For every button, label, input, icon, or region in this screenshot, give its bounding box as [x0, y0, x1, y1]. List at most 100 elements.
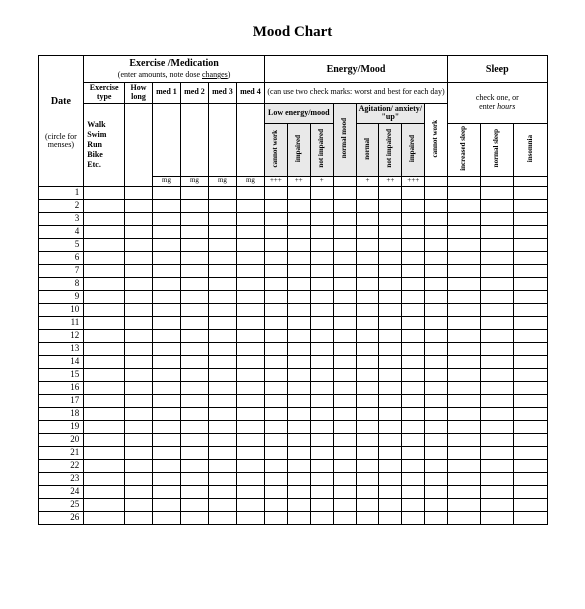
cell[interactable] — [180, 355, 208, 368]
cell[interactable] — [125, 355, 153, 368]
cell[interactable] — [402, 238, 425, 251]
cell[interactable] — [379, 407, 402, 420]
cell[interactable] — [402, 511, 425, 524]
cell[interactable] — [236, 225, 264, 238]
cell[interactable] — [125, 199, 153, 212]
cell[interactable] — [379, 511, 402, 524]
cell[interactable] — [310, 433, 333, 446]
cell[interactable] — [425, 368, 448, 381]
cell[interactable] — [264, 355, 287, 368]
cell[interactable] — [379, 381, 402, 394]
cell[interactable] — [310, 199, 333, 212]
cell[interactable] — [152, 472, 180, 485]
cell[interactable] — [264, 225, 287, 238]
cell[interactable] — [287, 433, 310, 446]
cell[interactable] — [514, 342, 547, 355]
cell[interactable] — [333, 225, 356, 238]
cell[interactable] — [152, 381, 180, 394]
cell[interactable] — [356, 251, 379, 264]
cell[interactable] — [264, 186, 287, 199]
cell[interactable] — [425, 433, 448, 446]
cell[interactable] — [310, 251, 333, 264]
cell[interactable] — [310, 303, 333, 316]
cell[interactable] — [310, 238, 333, 251]
cell[interactable] — [84, 277, 125, 290]
cell[interactable] — [425, 186, 448, 199]
cell[interactable] — [481, 238, 514, 251]
cell[interactable] — [287, 420, 310, 433]
cell[interactable] — [180, 225, 208, 238]
cell[interactable] — [84, 186, 125, 199]
cell[interactable] — [379, 433, 402, 446]
cell[interactable] — [264, 238, 287, 251]
cell[interactable] — [333, 472, 356, 485]
cell[interactable] — [287, 290, 310, 303]
cell[interactable] — [481, 407, 514, 420]
cell[interactable] — [287, 511, 310, 524]
cell[interactable] — [425, 446, 448, 459]
cell[interactable] — [481, 420, 514, 433]
cell[interactable] — [236, 407, 264, 420]
cell[interactable] — [425, 485, 448, 498]
cell[interactable] — [425, 342, 448, 355]
cell[interactable] — [356, 290, 379, 303]
cell[interactable] — [356, 316, 379, 329]
cell[interactable] — [152, 251, 180, 264]
cell[interactable] — [180, 407, 208, 420]
cell[interactable] — [402, 459, 425, 472]
cell[interactable] — [333, 407, 356, 420]
cell[interactable] — [514, 199, 547, 212]
cell[interactable] — [264, 446, 287, 459]
cell[interactable] — [333, 212, 356, 225]
cell[interactable] — [208, 212, 236, 225]
cell[interactable] — [152, 316, 180, 329]
cell[interactable] — [448, 290, 481, 303]
cell[interactable] — [208, 407, 236, 420]
cell[interactable] — [180, 212, 208, 225]
cell[interactable] — [356, 420, 379, 433]
cell[interactable] — [236, 381, 264, 394]
cell[interactable] — [208, 329, 236, 342]
cell[interactable] — [180, 303, 208, 316]
cell[interactable] — [152, 199, 180, 212]
cell[interactable] — [84, 381, 125, 394]
cell[interactable] — [514, 511, 547, 524]
cell[interactable] — [481, 381, 514, 394]
cell[interactable] — [379, 199, 402, 212]
cell[interactable] — [448, 472, 481, 485]
cell[interactable] — [481, 264, 514, 277]
cell[interactable] — [333, 264, 356, 277]
cell[interactable] — [448, 355, 481, 368]
cell[interactable] — [125, 277, 153, 290]
cell[interactable] — [448, 498, 481, 511]
cell[interactable] — [310, 498, 333, 511]
cell[interactable] — [514, 303, 547, 316]
cell[interactable] — [208, 186, 236, 199]
cell[interactable] — [379, 238, 402, 251]
cell[interactable] — [333, 355, 356, 368]
cell[interactable] — [356, 342, 379, 355]
cell[interactable] — [379, 394, 402, 407]
cell[interactable] — [125, 381, 153, 394]
cell[interactable] — [356, 303, 379, 316]
cell[interactable] — [180, 459, 208, 472]
cell[interactable] — [125, 303, 153, 316]
cell[interactable] — [333, 394, 356, 407]
cell[interactable] — [84, 303, 125, 316]
cell[interactable] — [236, 303, 264, 316]
cell[interactable] — [152, 407, 180, 420]
cell[interactable] — [180, 368, 208, 381]
cell[interactable] — [448, 394, 481, 407]
cell[interactable] — [448, 459, 481, 472]
cell[interactable] — [310, 459, 333, 472]
cell[interactable] — [125, 238, 153, 251]
cell[interactable] — [287, 264, 310, 277]
cell[interactable] — [208, 277, 236, 290]
cell[interactable] — [333, 511, 356, 524]
cell[interactable] — [236, 498, 264, 511]
cell[interactable] — [402, 264, 425, 277]
cell[interactable] — [264, 459, 287, 472]
cell[interactable] — [402, 342, 425, 355]
cell[interactable] — [333, 485, 356, 498]
cell[interactable] — [208, 251, 236, 264]
